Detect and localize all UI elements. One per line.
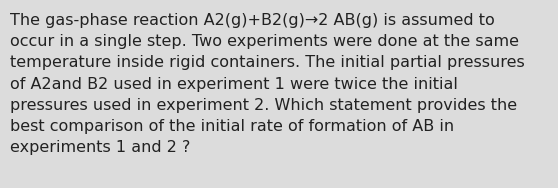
Text: The gas-phase reaction A2(g)+B2(g)→2 AB(g) is assumed to
occur in a single step.: The gas-phase reaction A2(g)+B2(g)→2 AB(…: [10, 13, 525, 155]
